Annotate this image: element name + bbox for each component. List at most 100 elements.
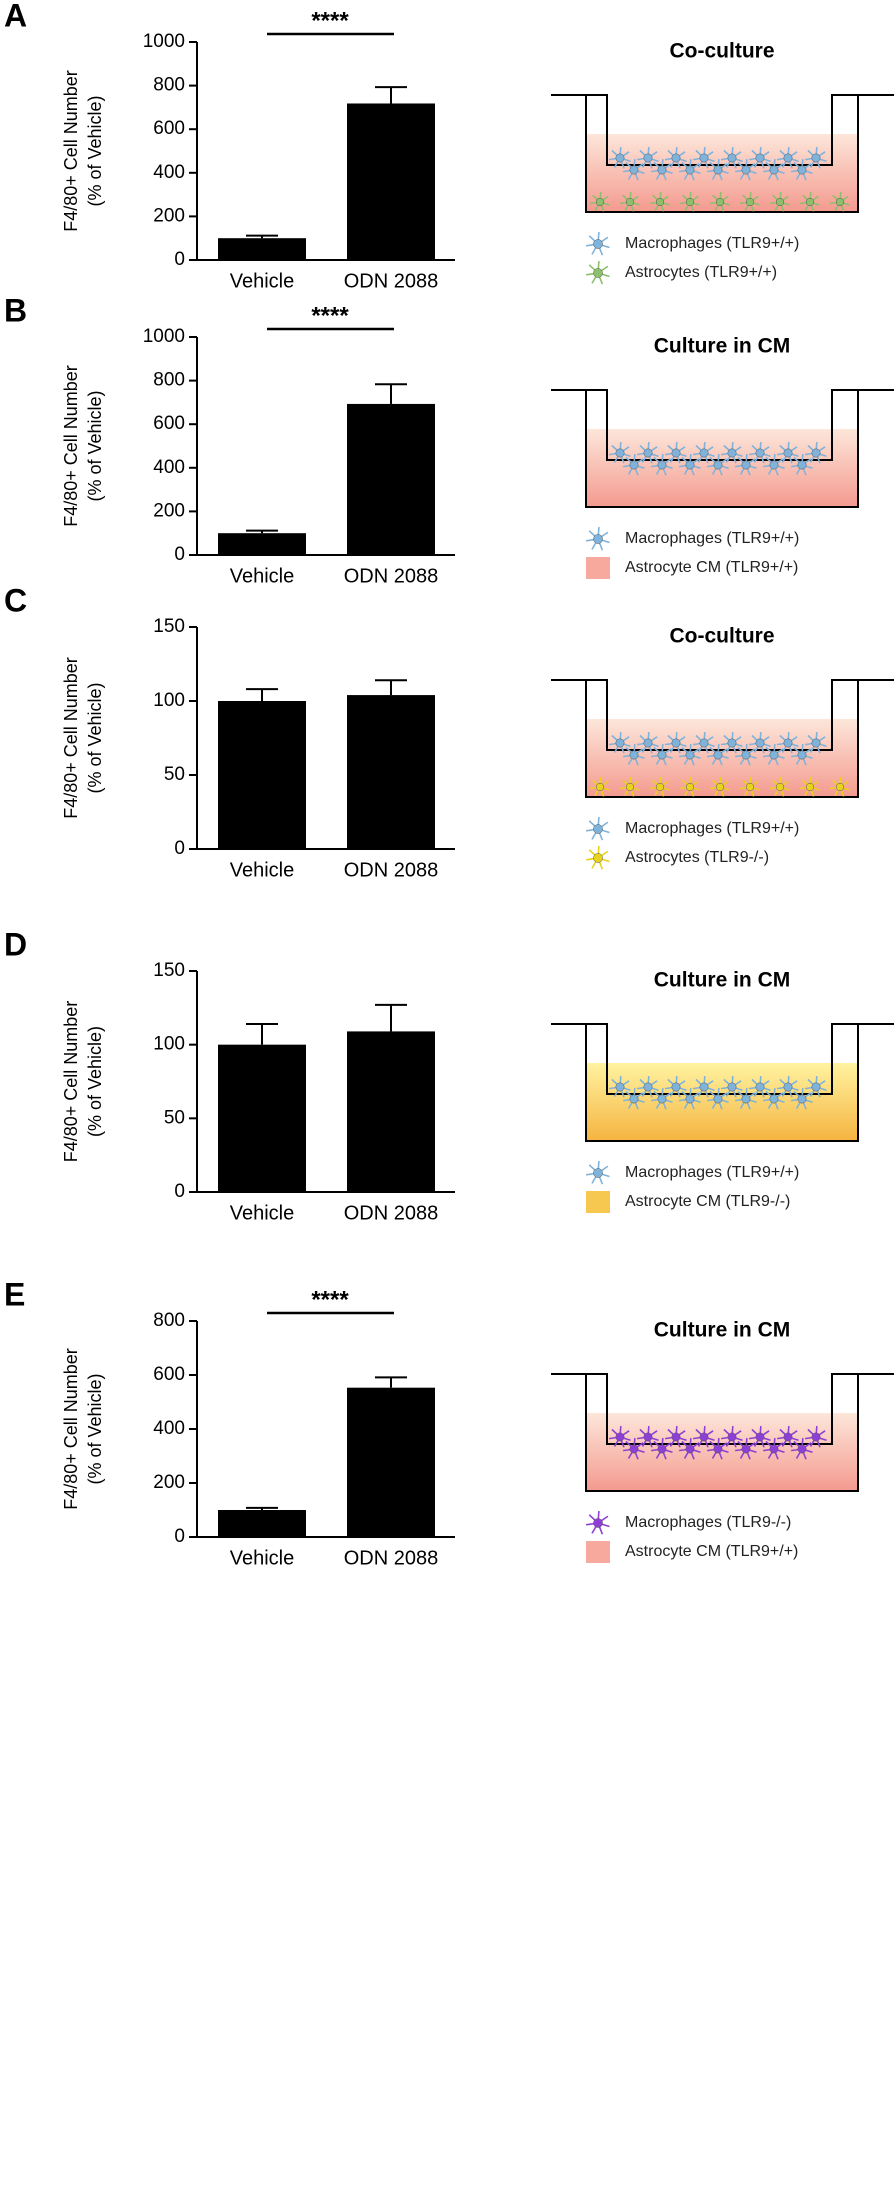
macrophage-cell (805, 146, 827, 169)
macrophage-cell (735, 1087, 757, 1110)
macrophage-cell (805, 1075, 827, 1098)
legend-label: Macrophages (TLR9+/+) (625, 235, 799, 252)
x-tick-label: ODN 2088 (344, 1547, 439, 1569)
macrophage-cell (791, 453, 813, 476)
astrocyte-cell (799, 776, 820, 797)
y-axis-label: F4/80+ Cell Number (61, 70, 81, 232)
macrophage-cell (735, 743, 757, 766)
panel-label: B (4, 292, 27, 328)
y-tick-label: 400 (153, 1418, 185, 1439)
well (585, 95, 859, 213)
insert (551, 1373, 894, 1445)
significance: **** (311, 302, 349, 329)
macrophage-cell (721, 1425, 743, 1448)
well (585, 390, 859, 508)
macrophage-cell (679, 1087, 701, 1110)
macrophage-cell (637, 731, 659, 754)
macrophage-cell (749, 731, 771, 754)
macrophage-cell (707, 1087, 729, 1110)
legend-icon (586, 1510, 610, 1535)
macrophage-cell (679, 453, 701, 476)
macrophage-cell (609, 441, 631, 464)
legend-label: Astrocyte CM (TLR9+/+) (625, 559, 798, 576)
bar (347, 103, 435, 260)
x-tick-label: ODN 2088 (344, 270, 439, 292)
y-tick-label: 0 (174, 544, 185, 565)
macrophage-cell (735, 158, 757, 181)
y-axis-label: (% of Vehicle) (85, 1373, 105, 1484)
x-tick-label: Vehicle (230, 270, 295, 292)
y-tick-label: 200 (153, 205, 185, 226)
y-tick-label: 0 (174, 249, 185, 270)
x-tick-label: ODN 2088 (344, 859, 439, 881)
macrophage-cell (749, 441, 771, 464)
legend-swatch (586, 1541, 610, 1563)
macrophage-cell (609, 146, 631, 169)
bar (218, 1044, 306, 1192)
y-axis-label: (% of Vehicle) (85, 1026, 105, 1137)
y-tick-label: 150 (153, 960, 185, 981)
bar (218, 1510, 306, 1537)
macrophage-cell (665, 1425, 687, 1448)
macrophage-cell (637, 1425, 659, 1448)
macrophage-cell (665, 731, 687, 754)
macrophage-cell (679, 1437, 701, 1460)
y-tick-label: 400 (153, 162, 185, 183)
macrophage-cell (805, 441, 827, 464)
x-tick-label: ODN 2088 (344, 565, 439, 587)
y-axis-label: F4/80+ Cell Number (61, 1001, 81, 1163)
legend-swatch (586, 557, 610, 579)
macrophage-cell (651, 1087, 673, 1110)
legend-label: Astrocyte CM (TLR9+/+) (625, 1543, 798, 1560)
diagram-title: Culture in CM (654, 969, 791, 992)
legend-label: Macrophages (TLR9-/-) (625, 1514, 791, 1531)
macrophage-cell (805, 731, 827, 754)
diagram-title: Co-culture (670, 625, 775, 648)
medium (586, 1413, 858, 1491)
macrophage-cell (707, 453, 729, 476)
y-axis-label: (% of Vehicle) (85, 95, 105, 206)
panel-label: D (4, 926, 27, 962)
y-tick-label: 200 (153, 1472, 185, 1493)
astrocyte-cell (649, 776, 670, 797)
y-tick-label: 50 (164, 1107, 185, 1128)
legend-icon (586, 260, 610, 285)
macrophage-cell (665, 1075, 687, 1098)
insert (551, 1023, 894, 1095)
bar (218, 238, 306, 260)
macrophage-cell (777, 731, 799, 754)
astrocyte-cell (619, 776, 640, 797)
macrophage-cell (749, 1075, 771, 1098)
macrophage-cell (623, 453, 645, 476)
macrophage-cell (693, 731, 715, 754)
astrocyte-cell (619, 191, 640, 212)
macrophage-cell (707, 1437, 729, 1460)
macrophage-cell (749, 146, 771, 169)
astrocyte-cell (679, 191, 700, 212)
macrophage-cell (623, 1437, 645, 1460)
insert (551, 679, 894, 751)
bar (218, 701, 306, 849)
macrophage-cell (763, 453, 785, 476)
macrophage-cell (623, 743, 645, 766)
macrophage-cell (707, 158, 729, 181)
astrocyte-cell (769, 191, 790, 212)
macrophage-cell (665, 146, 687, 169)
insert (551, 94, 894, 166)
legend-icon (586, 816, 610, 841)
macrophage-cell (763, 743, 785, 766)
legend-label: Macrophages (TLR9+/+) (625, 530, 799, 547)
astrocyte-cell (739, 776, 760, 797)
macrophage-cell (777, 1075, 799, 1098)
panel-label: A (4, 0, 27, 33)
y-axis-label: (% of Vehicle) (85, 390, 105, 501)
y-tick-label: 1000 (143, 326, 185, 347)
macrophage-cell (763, 1087, 785, 1110)
astrocyte-cell (709, 776, 730, 797)
macrophage-cell (721, 1075, 743, 1098)
astrocyte-cell (739, 191, 760, 212)
legend-icon (586, 231, 610, 256)
macrophage-cell (791, 1437, 813, 1460)
macrophage-cell (623, 1087, 645, 1110)
macrophage-cell (777, 146, 799, 169)
